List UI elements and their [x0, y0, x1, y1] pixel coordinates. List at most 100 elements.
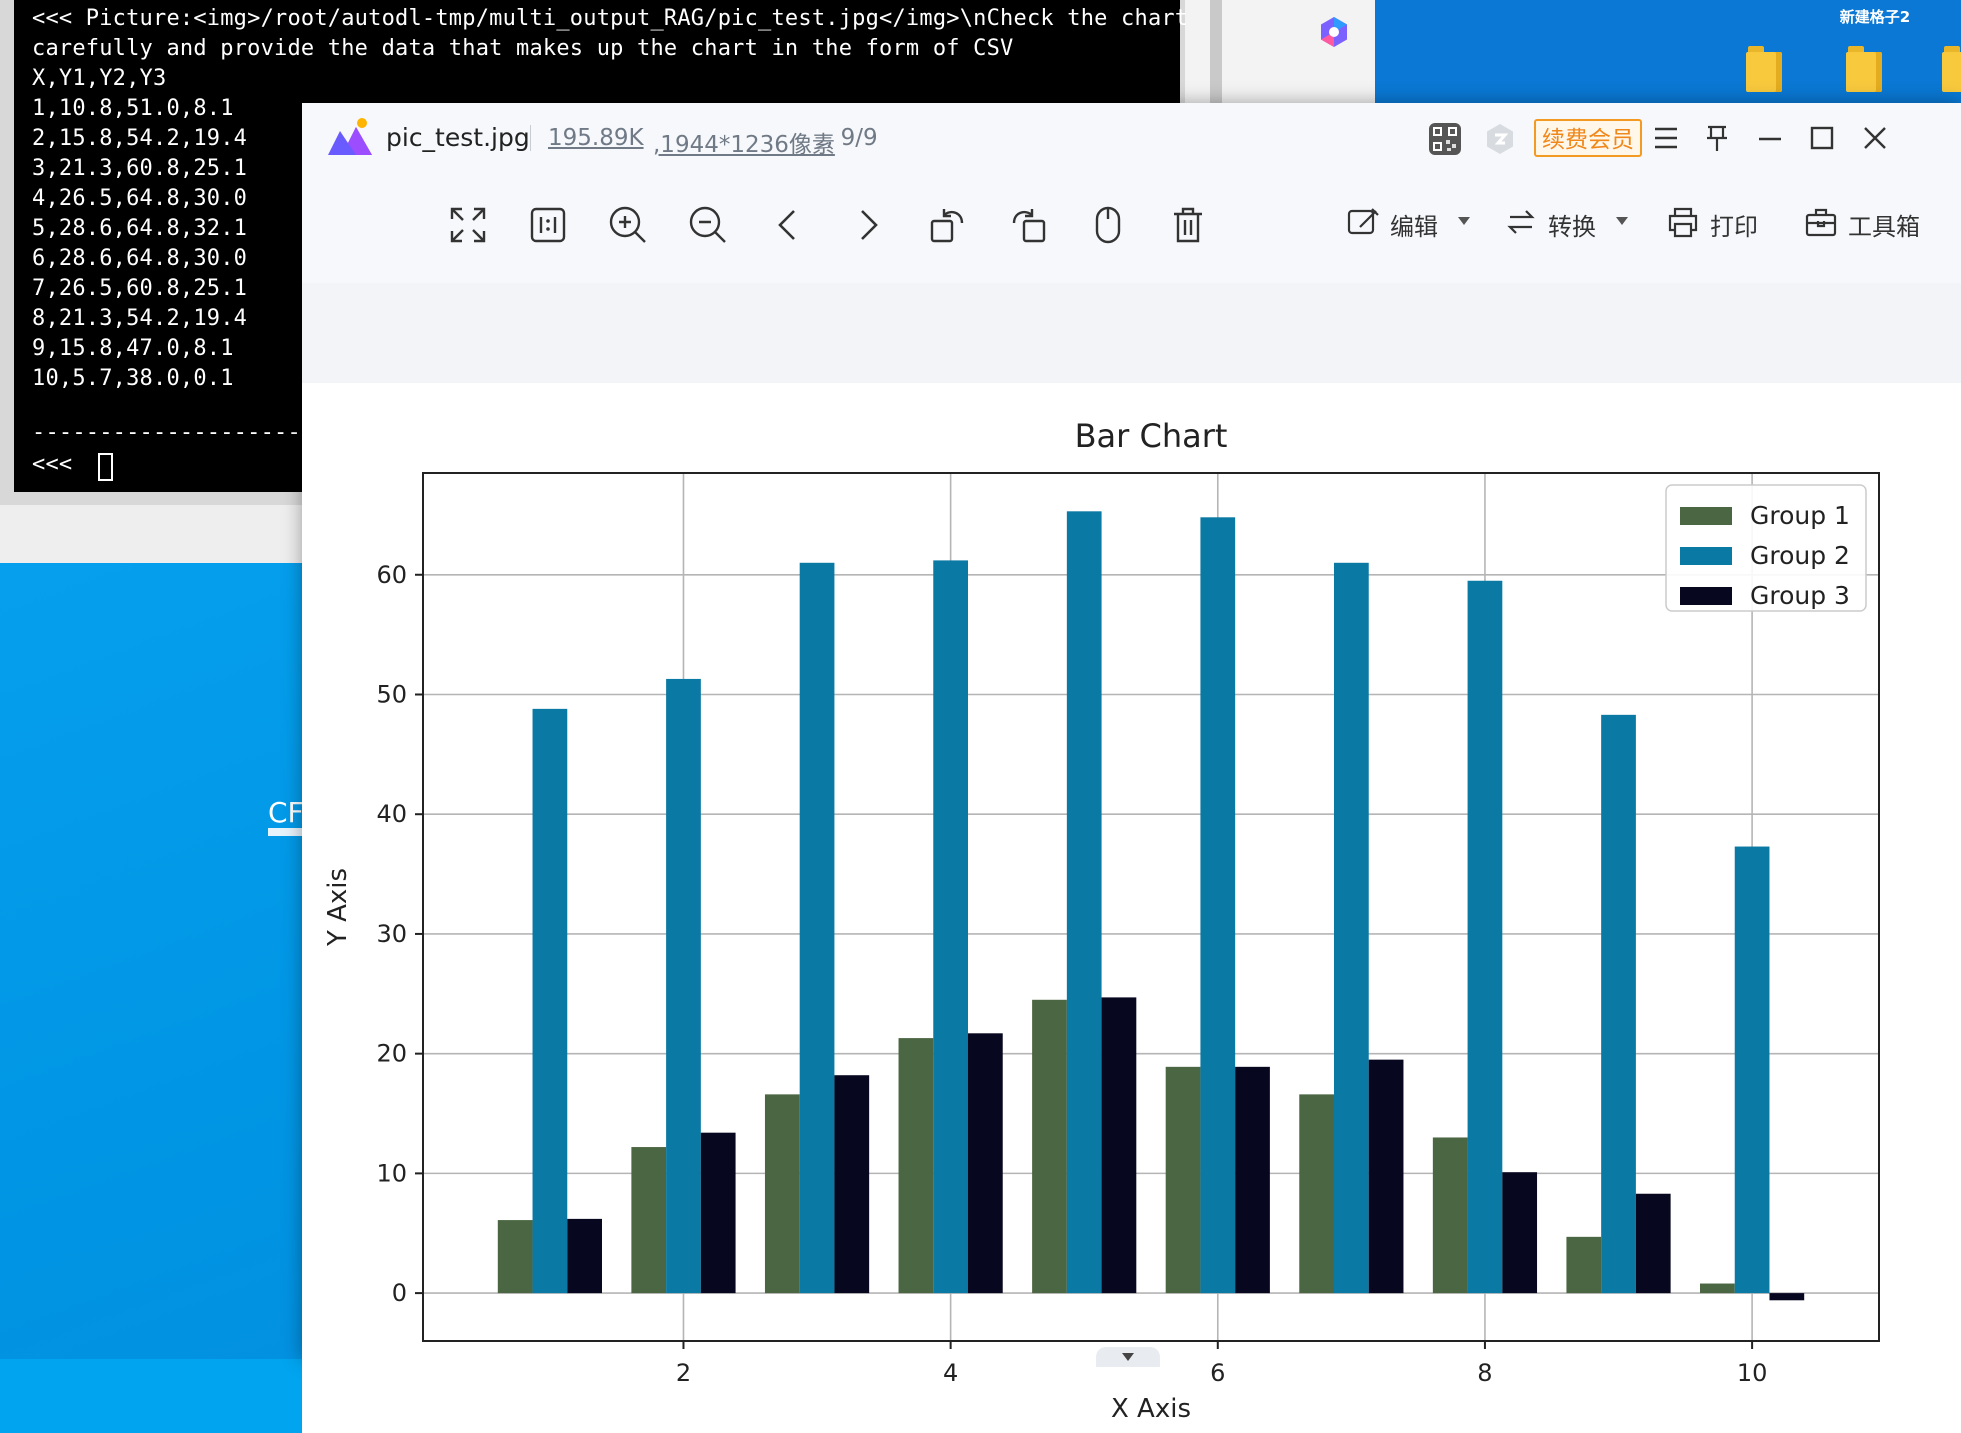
file-dimensions-link[interactable]: ,1944*1236像素: [653, 132, 835, 158]
bar-group-2: [1734, 846, 1770, 1294]
bar-group-3: [1368, 1059, 1404, 1294]
terminal-line: 10,5.7,38.0,0.1: [32, 366, 234, 391]
bar-group-1: [764, 1094, 800, 1294]
desktop-folder-icon[interactable]: [1746, 46, 1782, 92]
image-viewer-window: pic_test.jpg 195.89K ,1944*1236像素 , 9/9 …: [302, 103, 1961, 1433]
plot-frame: [422, 472, 1880, 1342]
renew-vip-button[interactable]: 续费会员: [1534, 119, 1642, 157]
convert-menu[interactable]: 转换: [1504, 201, 1634, 245]
y-tick-label: 50: [376, 680, 407, 708]
qr-code-icon[interactable]: [1428, 122, 1462, 156]
legend-swatch: [1680, 547, 1732, 565]
desktop-folder-icon[interactable]: [1942, 46, 1961, 92]
app-logo-icon: [328, 118, 372, 155]
bar-group-2: [1334, 562, 1369, 1294]
print-label: 打印: [1710, 213, 1758, 241]
x-tick-label: 2: [676, 1359, 691, 1387]
maximize-icon[interactable]: [1802, 118, 1842, 158]
bar-group-2: [1066, 511, 1102, 1294]
terminal-line: 6,28.6,64.8,30.0: [32, 246, 248, 271]
ai-assistant-icon[interactable]: [1484, 122, 1516, 156]
legend-label: Group 1: [1750, 501, 1850, 530]
file-name: pic_test.jpg: [386, 123, 530, 152]
bar-group-3: [1235, 1066, 1270, 1294]
x-tick-label: 8: [1477, 1359, 1492, 1387]
terminal-line: 1,10.8,51.0,8.1: [32, 96, 234, 121]
bar-group-1: [1700, 1283, 1735, 1294]
convert-icon: [1507, 210, 1535, 234]
chevron-down-icon: [1122, 1353, 1134, 1361]
convert-menu-label: 转换: [1548, 213, 1596, 241]
copilot-icon[interactable]: [1316, 14, 1352, 50]
desktop-app-underline: [268, 828, 304, 836]
chevron-down-icon: [1616, 217, 1628, 225]
trash-icon[interactable]: [1166, 203, 1210, 247]
viewer-titlebar[interactable]: pic_test.jpg 195.89K ,1944*1236像素 , 9/9 …: [302, 103, 1961, 171]
image-canvas[interactable]: 0 10 20 30 40 50 60 2 4 6 8 10 Bar Chart X Axis Y A…: [302, 283, 1961, 1433]
desktop-app-label: CF: [268, 796, 304, 829]
y-tick-label: 40: [376, 800, 407, 828]
y-axis-label: Y Axis: [323, 868, 353, 947]
rotate-right-icon[interactable]: [1006, 203, 1050, 247]
chart-title: Bar Chart: [1075, 417, 1228, 455]
toolbox-button[interactable]: 工具箱: [1804, 201, 1934, 245]
zoom-in-icon[interactable]: [606, 203, 650, 247]
terminal-prompt[interactable]: <<<: [32, 452, 86, 477]
minimize-icon[interactable]: [1750, 118, 1790, 158]
chevron-down-icon: [1458, 217, 1470, 225]
bar-group-1: [631, 1147, 667, 1294]
displayed-image: 0 10 20 30 40 50 60 2 4 6 8 10 Bar Chart X Axis Y A…: [302, 383, 1961, 1433]
legend-swatch: [1680, 507, 1732, 525]
printer-icon: [1668, 207, 1698, 238]
one-to-one-icon[interactable]: [526, 203, 570, 247]
bar-group-3: [700, 1132, 736, 1294]
bar-group-2: [933, 560, 968, 1294]
terminal-cursor: [98, 453, 113, 481]
mouse-icon[interactable]: [1086, 203, 1130, 247]
edit-menu[interactable]: 编辑: [1346, 201, 1476, 245]
chevron-left-icon[interactable]: [766, 203, 810, 247]
edit-menu-label: 编辑: [1390, 213, 1438, 241]
toolbox-icon: [1805, 208, 1837, 237]
terminal-line: 2,15.8,54.2,19.4: [32, 126, 248, 151]
y-tick-label: 60: [376, 561, 407, 589]
rotate-left-icon[interactable]: [926, 203, 970, 247]
bar-group-1: [497, 1220, 533, 1294]
terminal-line: 5,28.6,64.8,32.1: [32, 216, 248, 241]
terminal-line: X,Y1,Y2,Y3: [32, 66, 167, 91]
pin-icon[interactable]: [1697, 118, 1737, 158]
chart-legend: Group 1 Group 2 Group 3: [1665, 484, 1867, 612]
x-tick-label: 10: [1737, 1359, 1768, 1387]
bar-group-3: [834, 1075, 870, 1294]
bar-group-2: [532, 708, 568, 1294]
expand-icon[interactable]: [446, 203, 490, 247]
file-size-link[interactable]: 195.89K: [548, 125, 644, 151]
bar-group-1: [1032, 999, 1067, 1294]
terminal-line: carefully and provide the data that make…: [32, 36, 1014, 61]
expand-thumbnails-tab[interactable]: [1096, 1347, 1160, 1367]
page-counter: , 9/9: [826, 125, 878, 151]
terminal-separator: -----------------------: [32, 420, 342, 445]
menu-icon[interactable]: [1646, 118, 1686, 158]
bar-group-2: [799, 562, 835, 1294]
viewer-toolbar: 编辑 转换 打印 工具箱: [302, 171, 1961, 283]
x-tick-label: 4: [943, 1359, 958, 1387]
y-tick-label: 20: [376, 1040, 407, 1068]
title-divider: [530, 125, 531, 151]
desktop-folder-icon[interactable]: [1846, 46, 1882, 92]
terminal-line: 9,15.8,47.0,8.1: [32, 336, 234, 361]
y-tick-label: 10: [376, 1159, 407, 1187]
zoom-out-icon[interactable]: [686, 203, 730, 247]
background-window-scrollbar: [1210, 0, 1222, 105]
terminal-line: 4,26.5,64.8,30.0: [32, 186, 248, 211]
desktop-folder-label: 新建格子2: [1839, 8, 1911, 26]
bar-group-3: [1101, 997, 1137, 1294]
chevron-right-icon[interactable]: [846, 203, 890, 247]
print-button[interactable]: 打印: [1666, 201, 1766, 245]
terminal-line: 7,26.5,60.8,25.1: [32, 276, 248, 301]
edit-image-icon: [1347, 208, 1379, 235]
bar-group-1: [1432, 1137, 1468, 1294]
toolbox-label: 工具箱: [1848, 213, 1920, 241]
bar-group-1: [1566, 1236, 1602, 1294]
close-icon[interactable]: [1855, 118, 1895, 158]
